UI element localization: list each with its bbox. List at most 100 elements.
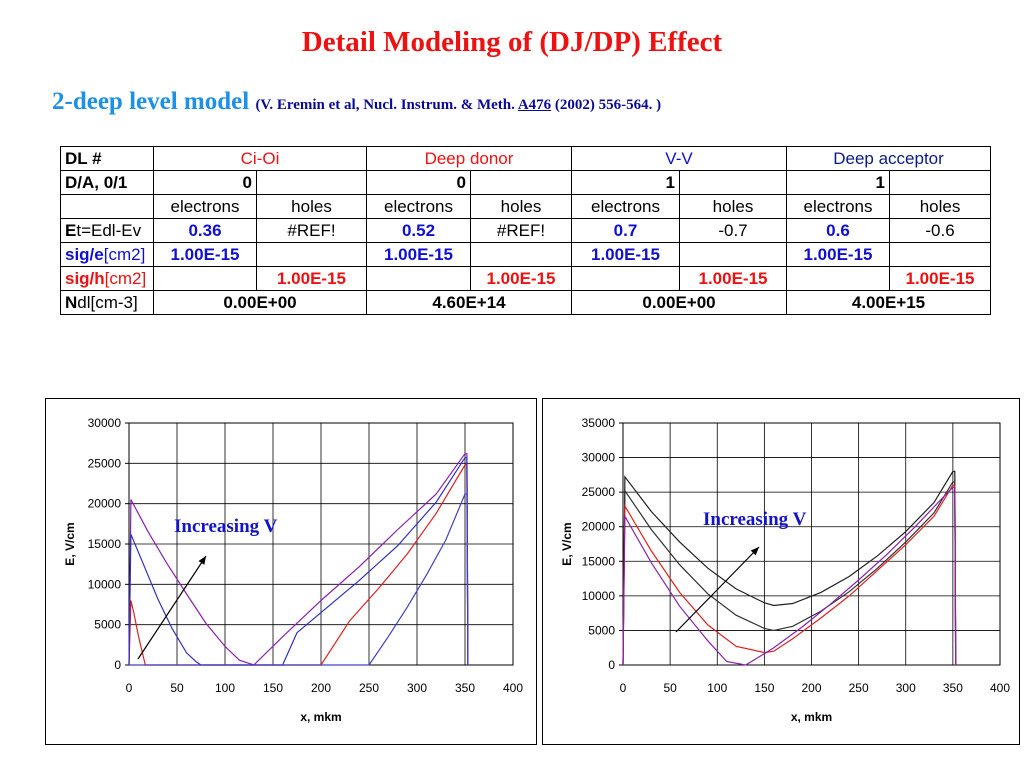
x-tick-label: 400 [990, 681, 1010, 695]
y-tick-label: 10000 [88, 577, 122, 591]
annotation-arrow [675, 546, 760, 633]
y-tick-label: 30000 [582, 451, 616, 465]
x-tick-label: 150 [754, 681, 774, 695]
x-tick-label: 200 [801, 681, 821, 695]
x-tick-label: 50 [663, 681, 677, 695]
table-cell [153, 266, 257, 291]
row-label-ndl-symbol: N [65, 292, 78, 312]
row-label-sig-h-unit: [cm2] [104, 268, 147, 288]
y-tick-label: 5000 [588, 623, 615, 637]
da-deep-acceptor: 1 [786, 170, 890, 195]
y-tick-label: 0 [114, 658, 121, 672]
x-axis-label: x, mkm [791, 710, 832, 724]
et-e-ci-oi: 0.36 [153, 218, 257, 243]
field-profile-chart-right: 0 50 100 150 200 250 300 350 400 0 5000 10000 15000 2… [542, 398, 1020, 745]
sig-h-deep-acceptor: 1.00E-15 [888, 266, 992, 291]
carrier-holes: holes [470, 194, 572, 219]
row-label-et-symbol: E [65, 220, 77, 240]
carrier-holes: holes [888, 194, 992, 219]
x-tick-label: 0 [126, 681, 133, 695]
carrier-electrons: electrons [571, 194, 680, 219]
carrier-electrons: electrons [786, 194, 890, 219]
et-e-v-v: 0.7 [571, 218, 680, 243]
et-h-ci-oi: #REF! [256, 218, 367, 243]
table-cell [470, 170, 572, 195]
table-row-dl: DL # Ci-Oi Deep donor V-V Deep acceptor [60, 146, 992, 171]
ndl-deep-donor: 4.60E+14 [366, 290, 572, 315]
y-tick-label: 5000 [94, 618, 121, 632]
series-line [622, 484, 957, 666]
row-label-sig-e-unit: [cm2] [103, 244, 146, 264]
et-e-deep-acceptor: 0.6 [786, 218, 890, 243]
x-tick-label: 300 [407, 681, 427, 695]
field-profile-chart-left-svg: 0 50 100 150 200 250 300 350 400 0 5000 10000 15000 2… [63, 416, 523, 724]
table-cell [679, 170, 787, 195]
carrier-holes: holes [256, 194, 367, 219]
carrier-electrons: electrons [153, 194, 257, 219]
x-tick-label: 0 [620, 681, 627, 695]
level-name-ci-oi: Ci-Oi [153, 146, 367, 171]
reference-volume-link[interactable]: A476 [517, 97, 552, 113]
sig-h-ci-oi: 1.00E-15 [256, 266, 367, 291]
row-label-dl: DL # [60, 146, 154, 171]
ndl-v-v: 0.00E+00 [571, 290, 787, 315]
ndl-deep-acceptor: 4.00E+15 [785, 290, 992, 315]
table-cell [888, 170, 992, 195]
table-cell [679, 242, 787, 267]
x-tick-label: 100 [215, 681, 235, 695]
x-tick-label: 150 [263, 681, 283, 695]
y-axis-label: E, V/cm [63, 522, 77, 565]
level-name-v-v: V-V [571, 146, 787, 171]
reference: (V. Eremin et al, Nucl. Instrum. & Meth.… [255, 97, 661, 113]
y-tick-label: 15000 [88, 537, 122, 551]
table-cell [571, 266, 680, 291]
da-deep-donor: 0 [366, 170, 471, 195]
increasing-v-annotation: Increasing V [703, 509, 807, 530]
series-line [129, 493, 469, 666]
level-name-deep-donor: Deep donor [366, 146, 572, 171]
table-cell [366, 266, 471, 291]
sig-h-deep-donor: 1.00E-15 [470, 266, 572, 291]
sig-e-ci-oi: 1.00E-15 [153, 242, 257, 267]
sig-e-v-v: 1.00E-15 [571, 242, 680, 267]
model-name: 2-deep level model [52, 88, 250, 115]
table-row-sig-h: sig/h[cm2] 1.00E-15 1.00E-15 1.00E-15 1.… [60, 266, 992, 291]
et-h-deep-donor: #REF! [470, 218, 572, 243]
table-cell [786, 266, 890, 291]
table-row-et: Et=Edl-Ev 0.36 #REF! 0.52 #REF! 0.7 -0.7… [60, 218, 992, 243]
x-tick-label: 300 [896, 681, 916, 695]
da-v-v: 1 [571, 170, 680, 195]
row-label-sig-e-symbol: sig/e [65, 244, 104, 264]
table-cell [256, 170, 367, 195]
x-tick-label: 100 [707, 681, 727, 695]
y-tick-label: 35000 [582, 416, 616, 430]
annotation-arrowhead [198, 556, 206, 565]
y-tick-label: 20000 [582, 520, 616, 534]
y-tick-label: 15000 [582, 554, 616, 568]
ndl-ci-oi: 0.00E+00 [153, 290, 367, 315]
y-tick-label: 25000 [88, 456, 122, 470]
field-profile-chart-right-svg: 0 50 100 150 200 250 300 350 400 0 5000 10000 15000 2… [560, 416, 1010, 724]
x-tick-label: 250 [359, 681, 379, 695]
y-axis-label: E, V/cm [560, 522, 574, 565]
annotation-arrowhead [750, 547, 759, 556]
table-row-sig-e: sig/e[cm2] 1.00E-15 1.00E-15 1.00E-15 1.… [60, 242, 992, 267]
row-label-sig-e: sig/e[cm2] [60, 242, 154, 267]
slide-subtitle: 2-deep level model (V. Eremin et al, Nuc… [52, 88, 661, 116]
level-name-deep-acceptor: Deep acceptor [785, 146, 992, 171]
reference-suffix: (2002) 556-564. ) [554, 97, 662, 113]
row-label-et-text: t=Edl-Ev [76, 220, 142, 240]
table-cell [888, 242, 992, 267]
series-line [622, 470, 957, 666]
y-tick-label: 10000 [582, 589, 616, 603]
y-tick-label: 0 [608, 658, 615, 672]
table-row-carrier: electrons holes electrons holes electron… [60, 194, 992, 219]
x-tick-label: 350 [455, 681, 475, 695]
deep-level-parameter-table: DL # Ci-Oi Deep donor V-V Deep acceptor … [60, 146, 992, 315]
sig-e-deep-donor: 1.00E-15 [366, 242, 471, 267]
field-profile-chart-left: 0 50 100 150 200 250 300 350 400 0 5000 10000 15000 2… [45, 398, 537, 745]
reference-prefix: (V. Eremin et al, Nucl. Instrum. & Meth. [255, 97, 515, 113]
series-line [128, 464, 469, 666]
sig-h-v-v: 1.00E-15 [679, 266, 787, 291]
series-line [622, 481, 957, 666]
